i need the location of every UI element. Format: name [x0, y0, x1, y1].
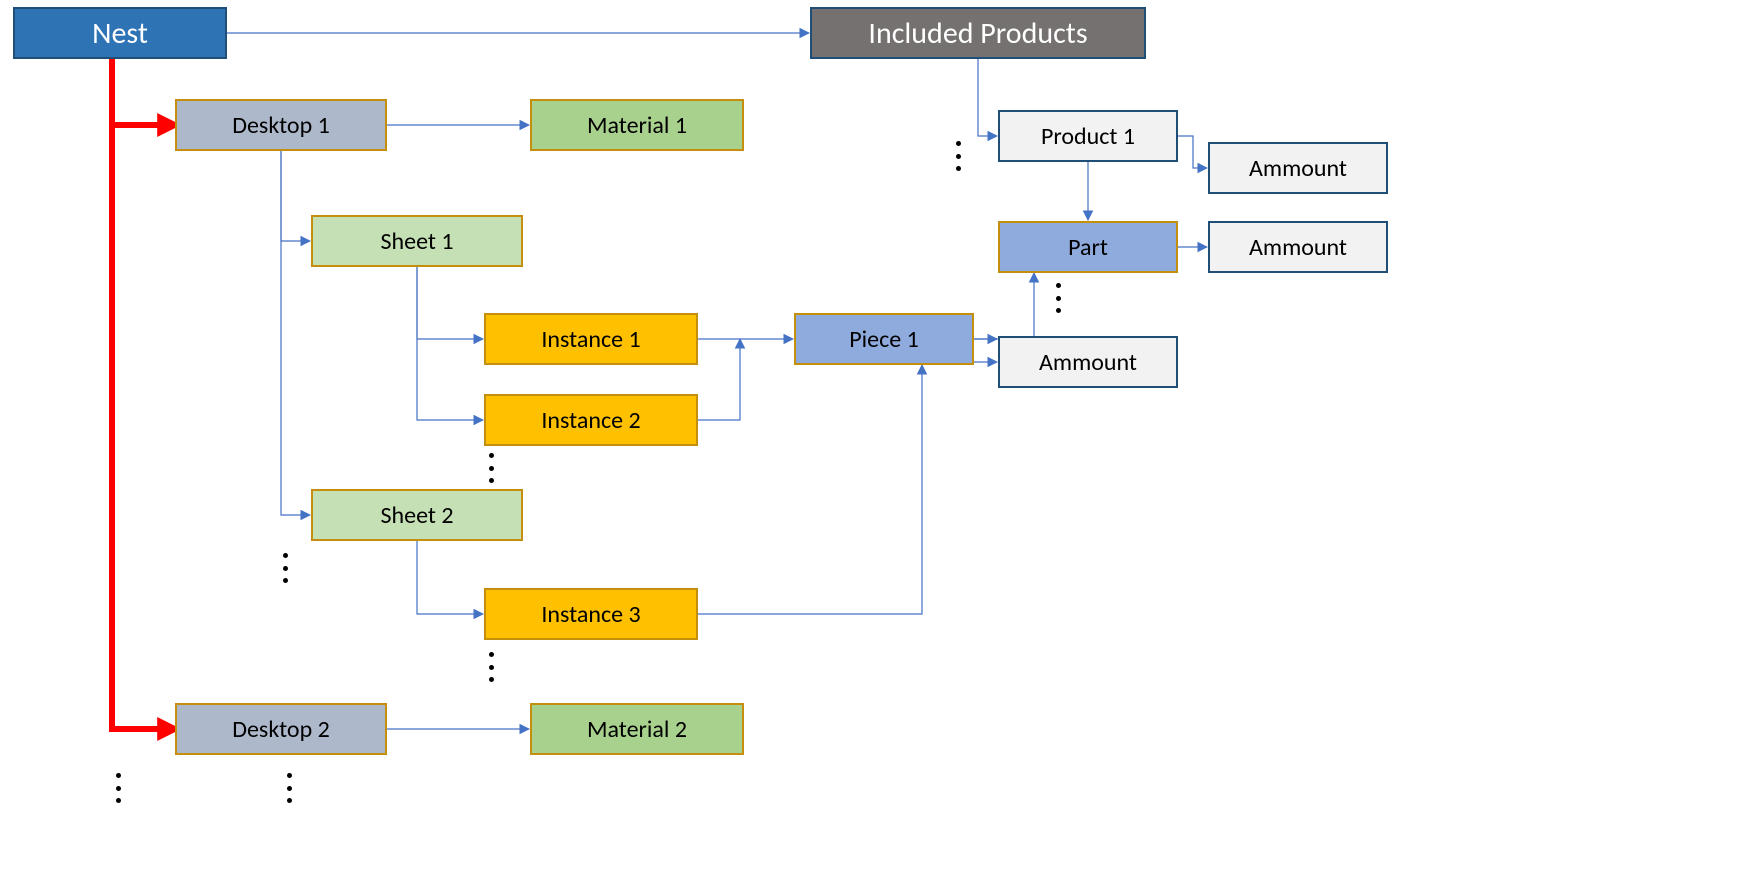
ellipsis-icon	[487, 453, 495, 483]
node-desktop1: Desktop 1	[175, 99, 387, 151]
node-instance3: Instance 3	[484, 588, 698, 640]
node-label: Sheet 2	[380, 501, 453, 530]
node-label: Ammount	[1249, 233, 1347, 262]
node-label: Product 1	[1041, 122, 1135, 151]
node-label: Instance 2	[541, 406, 640, 435]
node-label: Desktop 2	[232, 715, 330, 744]
node-label: Part	[1068, 233, 1108, 262]
node-label: Material 1	[587, 111, 687, 140]
node-ammount2: Ammount	[1208, 221, 1388, 273]
node-sheet2: Sheet 2	[311, 489, 523, 541]
node-piece1: Piece 1	[794, 313, 974, 365]
ellipsis-icon	[1054, 283, 1062, 313]
node-label: Included Products	[868, 15, 1087, 52]
ellipsis-icon	[114, 773, 122, 803]
node-label: Desktop 1	[232, 111, 330, 140]
node-material1: Material 1	[530, 99, 744, 151]
node-label: Instance 1	[541, 325, 640, 354]
node-label: Instance 3	[541, 600, 640, 629]
node-ammount1: Ammount	[1208, 142, 1388, 194]
thick-edges	[112, 59, 174, 729]
node-label: Material 2	[587, 715, 687, 744]
node-ammount3: Ammount	[998, 336, 1178, 388]
node-instance2: Instance 2	[484, 394, 698, 446]
node-part: Part	[998, 221, 1178, 273]
ellipsis-icon	[954, 141, 962, 171]
node-label: Ammount	[1249, 154, 1347, 183]
node-label: Sheet 1	[380, 227, 453, 256]
node-instance1: Instance 1	[484, 313, 698, 365]
node-material2: Material 2	[530, 703, 744, 755]
node-label: Piece 1	[849, 325, 919, 354]
ellipsis-icon	[285, 773, 293, 803]
node-nest: Nest	[13, 7, 227, 59]
node-desktop2: Desktop 2	[175, 703, 387, 755]
diagram-canvas: Nest Included Products Desktop 1 Material 1…	[0, 0, 1757, 878]
node-incprod: Included Products	[810, 7, 1146, 59]
ellipsis-icon	[281, 553, 289, 583]
node-label: Nest	[92, 15, 148, 52]
node-label: Ammount	[1039, 348, 1137, 377]
node-product1: Product 1	[998, 110, 1178, 162]
ellipsis-icon	[487, 652, 495, 682]
node-sheet1: Sheet 1	[311, 215, 523, 267]
